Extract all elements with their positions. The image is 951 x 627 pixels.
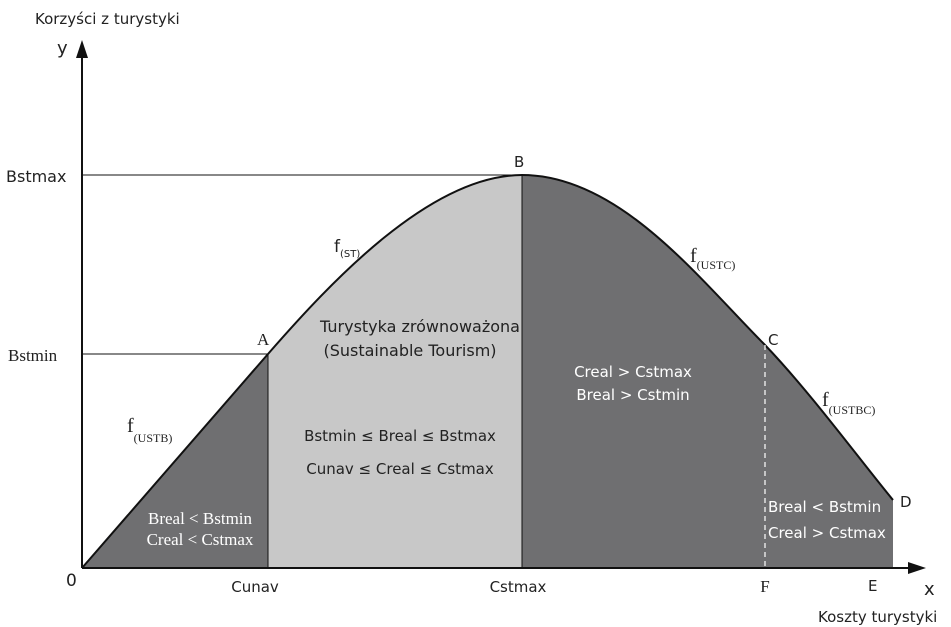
function-subscript: (ST) bbox=[340, 249, 360, 260]
region-title: Turystyka zrównoważona bbox=[319, 317, 520, 336]
x-axis-title: Koszty turystyki bbox=[818, 608, 937, 626]
y-arrow bbox=[76, 40, 88, 58]
x-level-label: F bbox=[760, 577, 769, 596]
region-text: Creal > Cstmax bbox=[768, 524, 886, 542]
region-unsustainable-cost bbox=[522, 175, 893, 568]
function-label: f(USTC) bbox=[690, 245, 735, 272]
function-name: f bbox=[822, 389, 829, 411]
x-level-label: Cunav bbox=[231, 578, 279, 596]
region-text: Creal > Cstmax bbox=[574, 363, 692, 381]
curve bbox=[81, 173, 894, 569]
y-axis-label: y bbox=[57, 38, 68, 59]
function-subscript: (USTB) bbox=[134, 431, 173, 445]
region-text: Breal < Bstmin bbox=[768, 498, 881, 516]
region-text: Creal < Cstmax bbox=[147, 530, 254, 549]
x-level-label: E bbox=[868, 577, 877, 595]
function-subscript: (USTBC) bbox=[829, 403, 876, 417]
region-text: Bstmin ≤ Breal ≤ Bstmax bbox=[304, 427, 496, 445]
region-title: (Sustainable Tourism) bbox=[323, 341, 496, 360]
point-label: B bbox=[514, 153, 524, 171]
function-name: f bbox=[690, 245, 697, 267]
x-level-label: Cstmax bbox=[490, 578, 547, 596]
function-label: f(USTB) bbox=[127, 415, 172, 445]
region-text: Breal > Cstmin bbox=[576, 386, 689, 404]
function-label: f(USTBC) bbox=[822, 389, 875, 417]
function-name: f bbox=[127, 415, 134, 437]
region-sustainable bbox=[268, 175, 522, 568]
x-arrow bbox=[908, 562, 926, 574]
region-text: Breal < Bstmin bbox=[148, 509, 253, 528]
origin-label: 0 bbox=[66, 571, 77, 591]
point-label: C bbox=[768, 331, 778, 349]
function-subscript: (USTC) bbox=[697, 258, 736, 272]
region-text: Cunav ≤ Creal ≤ Cstmax bbox=[306, 460, 494, 478]
point-label: D bbox=[900, 493, 912, 511]
x-axis-label: x bbox=[924, 579, 935, 600]
point-label: A bbox=[257, 330, 270, 349]
function-label: f(ST) bbox=[334, 237, 360, 260]
function-name: f bbox=[334, 237, 341, 257]
y-level-label: Bstmax bbox=[6, 167, 66, 186]
y-level-label: Bstmin bbox=[8, 346, 58, 365]
y-axis-title: Korzyści z turystyki bbox=[35, 10, 180, 28]
